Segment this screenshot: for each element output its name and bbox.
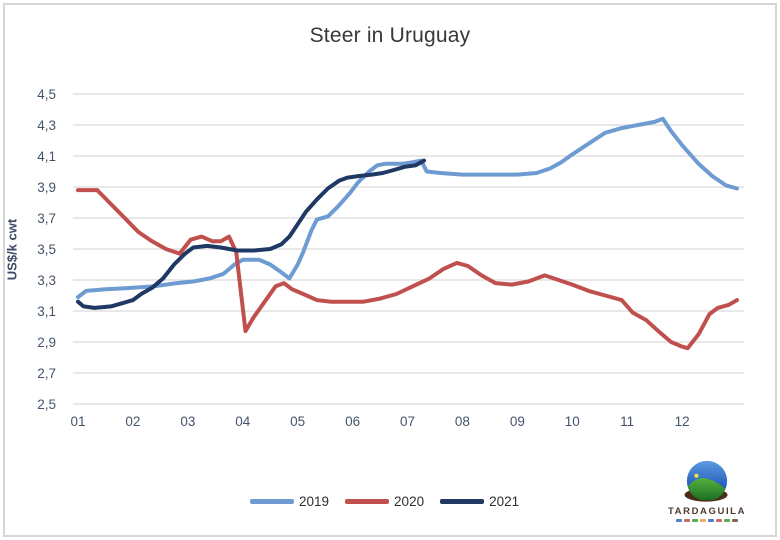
legend-item-2020: 2020: [345, 494, 424, 509]
x-tick-label-04: 04: [235, 414, 251, 429]
chart-title: Steer in Uruguay: [309, 24, 471, 47]
y-tick-label-3,3: 3,3: [37, 273, 56, 288]
y-tick-label-4,3: 4,3: [37, 118, 56, 133]
y-tick-label-2,7: 2,7: [37, 366, 56, 381]
chart-legend: 2019 2020 2021: [250, 494, 519, 509]
series-line-2020: [76, 188, 739, 351]
legend-swatch-2020: [345, 499, 390, 504]
x-tick-label-02: 02: [125, 414, 140, 429]
x-tick-label-03: 03: [180, 414, 195, 429]
y-tick-label-2,9: 2,9: [37, 335, 56, 350]
y-tick-label-3,9: 3,9: [37, 180, 56, 195]
logo-subtext: [676, 519, 738, 522]
x-tick-label-09: 09: [510, 414, 525, 429]
y-tick-label-4,5: 4,5: [37, 87, 56, 102]
x-tick-label-06: 06: [345, 414, 360, 429]
y-tick-label-4,1: 4,1: [37, 149, 56, 164]
x-tick-label-05: 05: [290, 414, 305, 429]
legend-label-2020: 2020: [394, 494, 425, 509]
y-tick-label-2,5: 2,5: [37, 397, 56, 412]
x-tick-label-12: 12: [675, 414, 690, 429]
legend-swatch-2019: [250, 499, 294, 504]
legend-label-2019: 2019: [299, 494, 330, 509]
legend-item-2019: 2019: [250, 494, 329, 509]
tardaguila-logo-emblem: [684, 460, 728, 502]
legend-swatch-2021: [440, 499, 485, 504]
x-tick-label-10: 10: [565, 414, 580, 429]
tardaguila-logo: TARDAGUILA: [648, 458, 766, 522]
logo-name: TARDAGUILA: [667, 506, 747, 517]
x-tick-label-07: 07: [400, 414, 415, 429]
x-tick-label-01: 01: [70, 414, 85, 429]
y-tick-label-3,1: 3,1: [37, 304, 56, 319]
x-tick-label-08: 08: [455, 414, 470, 429]
legend-label-2021: 2021: [489, 494, 520, 509]
legend-item-2021: 2021: [440, 494, 519, 509]
y-tick-label-3,7: 3,7: [37, 211, 56, 226]
x-tick-label-11: 11: [620, 414, 634, 429]
logo-sun: [694, 473, 699, 478]
series-line-2021: [76, 158, 426, 310]
logo-hill: [686, 478, 728, 501]
series-line-2019: [76, 116, 739, 300]
y-tick-label-3,5: 3,5: [37, 242, 56, 257]
